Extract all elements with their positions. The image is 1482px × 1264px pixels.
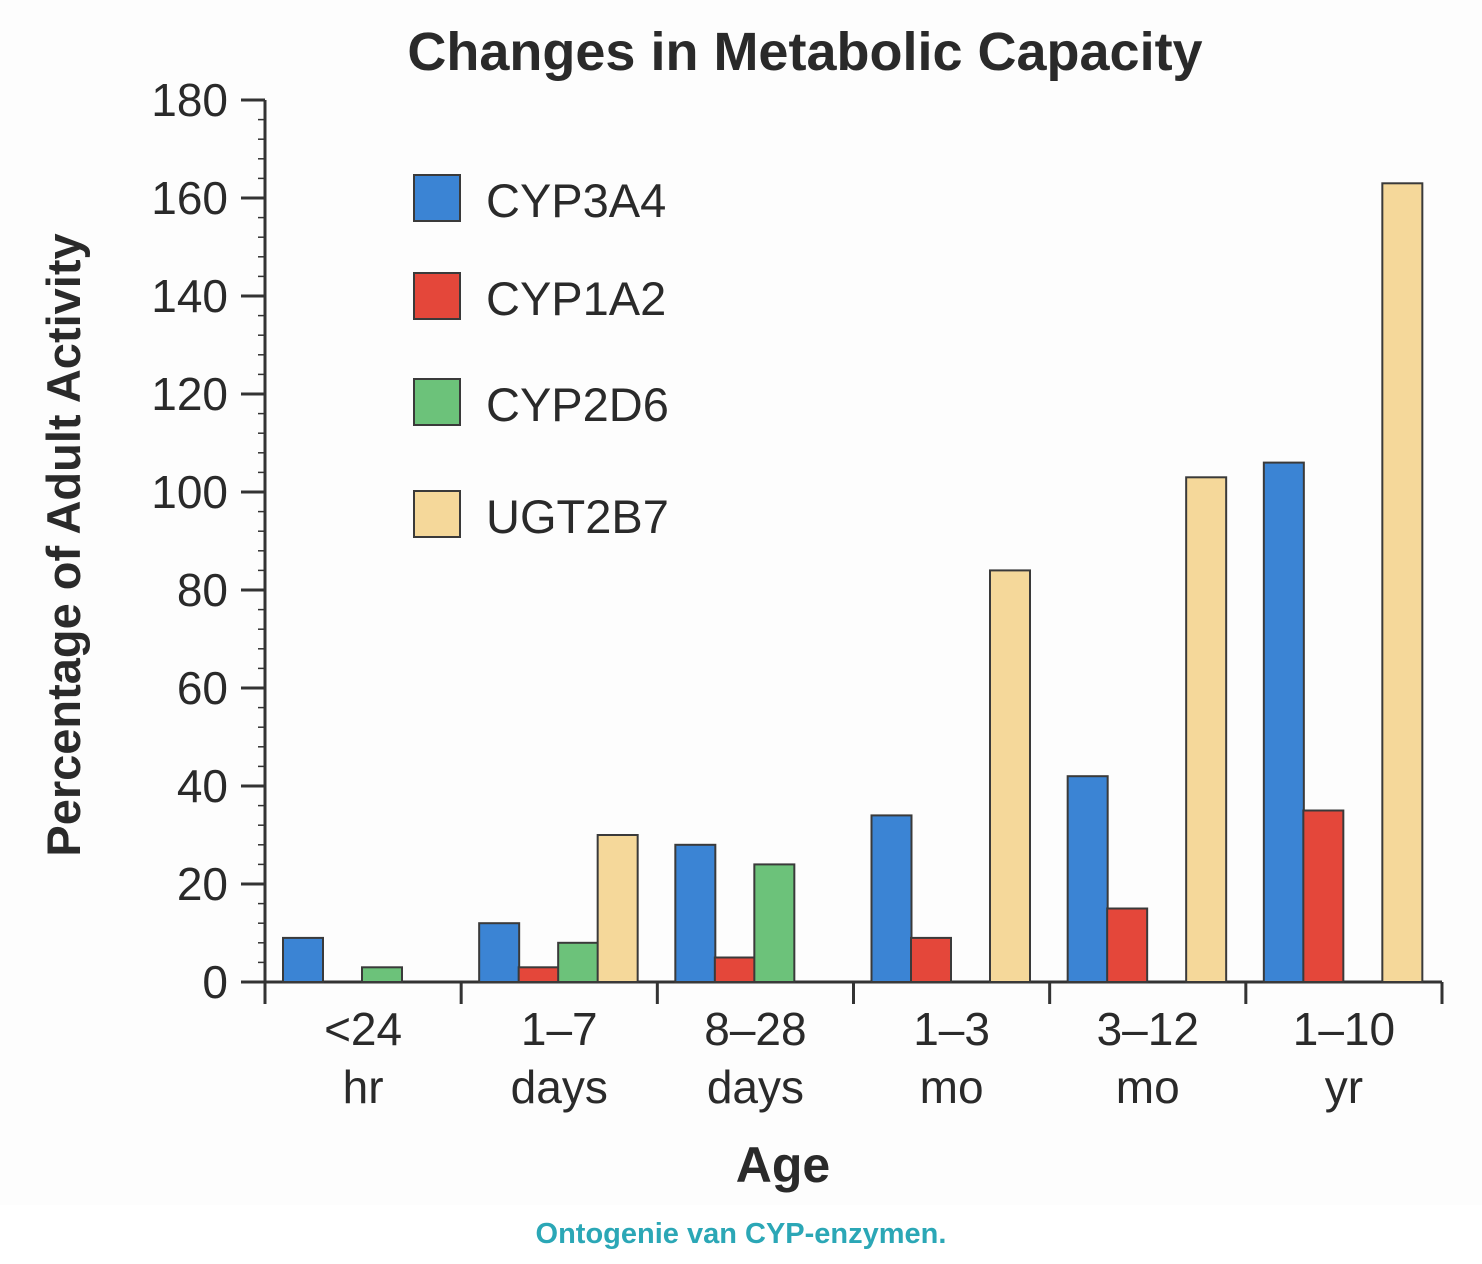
legend-swatch [413, 378, 461, 426]
x-tick-label-line2: hr [343, 1061, 384, 1113]
x-tick-label: <24 [324, 1003, 402, 1055]
y-tick-label: 100 [151, 466, 228, 518]
bar-ugt2b7 [1381, 182, 1424, 984]
bar-cyp3a4 [674, 843, 717, 983]
bar-cyp1a2 [1302, 809, 1345, 983]
figure-caption: Ontogenie van CYP-enzymen. [535, 1218, 947, 1250]
bar-cyp2d6 [361, 966, 403, 983]
bar-cyp3a4 [282, 936, 324, 984]
x-axis-label: Age [736, 1137, 830, 1193]
bar-cyp1a2 [1106, 907, 1149, 983]
y-axis-label: Percentage of Adult Activity [37, 233, 90, 856]
y-tick-label: 160 [151, 172, 228, 224]
y-tick-label: 0 [202, 956, 228, 1008]
bar-cyp3a4 [870, 814, 913, 984]
x-tick-label-line2: mo [920, 1061, 984, 1113]
bars [282, 182, 1424, 984]
y-tick-label: 180 [151, 74, 228, 126]
bar-ugt2b7 [596, 834, 639, 983]
bar-cyp3a4 [478, 922, 521, 984]
x-tick-label-line2: days [707, 1061, 804, 1113]
bar-ugt2b7 [1185, 476, 1228, 983]
x-tick-label-line2: days [511, 1061, 608, 1113]
y-tick-label: 80 [177, 564, 228, 616]
y-axis: 0 20 40 60 80 100 120 140 160 180 [151, 74, 267, 1008]
legend-label: CYP2D6 [486, 378, 669, 431]
x-tick-label: 1–3 [913, 1003, 990, 1055]
legend-swatch [413, 174, 461, 222]
legend-label: CYP1A2 [486, 272, 666, 325]
x-tick-label: 1–10 [1293, 1003, 1395, 1055]
bar-cyp3a4 [1262, 461, 1305, 984]
legend: CYP3A4 CYP1A2 CYP2D6 UGT2B7 [413, 174, 669, 543]
bar-cyp1a2 [517, 966, 560, 983]
x-tick-label: 3–12 [1097, 1003, 1199, 1055]
bar-chart: Changes in Metabolic Capacity Percentage… [37, 22, 1444, 1193]
y-tick-label: 40 [177, 760, 228, 812]
chart-figure: Changes in Metabolic Capacity Percentage… [37, 22, 1444, 1250]
bar-ugt2b7 [989, 569, 1031, 984]
chart-title: Changes in Metabolic Capacity [407, 22, 1202, 82]
legend-label: CYP3A4 [486, 174, 666, 227]
legend-label: UGT2B7 [486, 490, 669, 543]
y-tick-label: 120 [151, 368, 228, 420]
x-axis: <24 hr 1–7 days 8–28 days 1–3 mo 3–12 mo 1–10 yr [263, 980, 1444, 1113]
bar-cyp1a2 [713, 956, 756, 983]
y-tick-label: 60 [177, 662, 228, 714]
bar-cyp2d6 [753, 863, 796, 984]
x-tick-label: 8–28 [704, 1003, 806, 1055]
y-tick-label: 140 [151, 270, 228, 322]
legend-swatch [413, 272, 461, 320]
y-tick-label: 20 [177, 858, 228, 910]
x-tick-label: 1–7 [521, 1003, 598, 1055]
legend-swatch [413, 490, 461, 538]
bar-cyp1a2 [910, 936, 952, 984]
bar-cyp3a4 [1066, 775, 1109, 984]
bar-cyp2d6 [557, 941, 600, 983]
x-tick-label-line2: mo [1116, 1061, 1180, 1113]
x-tick-label-line2: yr [1325, 1061, 1363, 1113]
